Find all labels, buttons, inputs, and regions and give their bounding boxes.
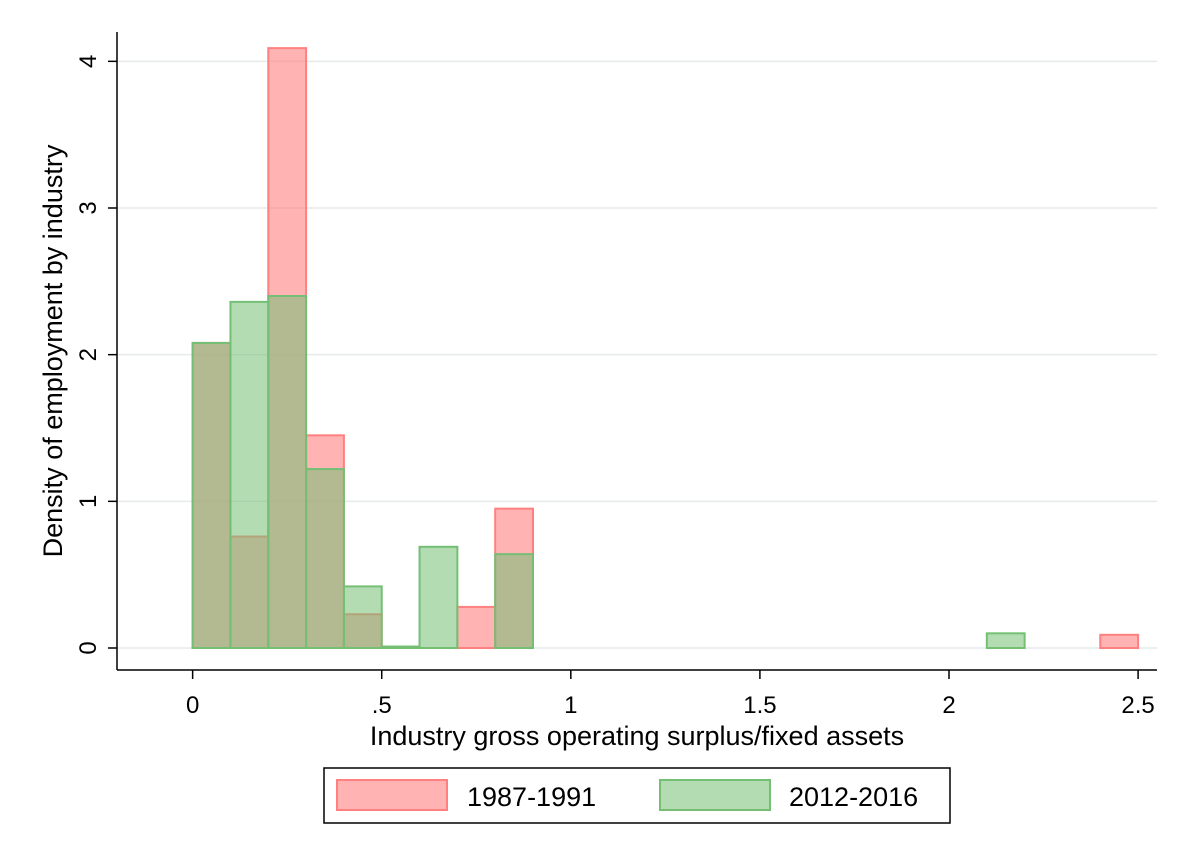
y-tick-label-2: 2 [75,348,102,361]
x-tick-label-2.5: 2.5 [1121,692,1154,719]
bar-2012-2016-0.6-0.7 [418,545,459,649]
y-tick-label-0: 0 [75,641,102,654]
bar-2012-2016-0.2-0.3 [267,295,308,649]
bar-2012-2016-0.1-0.2 [229,300,270,649]
bars [191,47,1140,650]
y-axis-title: Density of employment by industry [38,144,68,557]
bar-2012-2016-0.3-0.4 [305,468,345,650]
bar-2012-2016-0.4-0.5 [342,585,383,650]
legend-swatch-2012-2016 [659,779,771,811]
legend: 1987-1991 2012-2016 [323,767,951,824]
y-tick-label-4: 4 [75,55,102,68]
legend-label-2012-2016: 2012-2016 [789,782,918,812]
legend-label-1987-1991: 1987-1991 [467,782,596,812]
bar-2012-2016-0.5-0.6 [380,645,421,649]
x-tick-label-1: 1 [564,692,577,719]
bar-1987-1991-0.7-0.8 [456,605,497,650]
x-axis-title: Industry gross operating surplus/fixed a… [370,721,904,751]
bar-1987-1991-2.4-2.5 [1099,633,1140,649]
ticks: 0 1 2 3 4 0 .5 1 1.5 2 2.5 [75,55,1155,719]
x-tick-label-0: 0 [186,692,199,719]
bar-2012-2016-2.1-2.2 [985,632,1026,649]
x-tick-label-2: 2 [942,692,955,719]
legend-swatch-1987-1991 [336,779,448,811]
axes [116,32,1157,671]
bar-2012-2016-0.8-0.9 [494,553,535,650]
y-tick-label-3: 3 [75,201,102,214]
x-tick-label-1.5: 1.5 [743,692,776,719]
y-tick-label-1: 1 [75,495,102,508]
bar-2012-2016-0-0.1 [191,341,232,649]
x-tick-label-.5: .5 [372,692,392,719]
